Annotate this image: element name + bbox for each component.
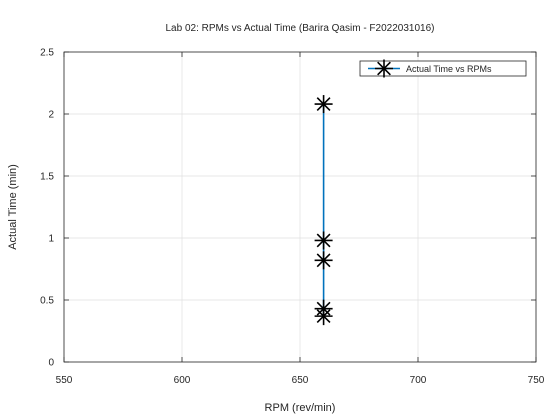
x-tick-label: 650: [292, 375, 309, 386]
y-tick-label: 1: [48, 234, 54, 245]
y-tick-label: 2: [48, 110, 54, 121]
x-axis-label: RPM (rev/min): [265, 402, 336, 414]
data-point-marker: [314, 95, 333, 114]
y-tick-label: 0.5: [40, 296, 54, 307]
data-point-marker: [314, 231, 333, 250]
series-layer: [314, 95, 333, 326]
x-tick-label: 600: [174, 375, 191, 386]
legend-marker-sample: [375, 59, 393, 78]
y-tick-label: 1.5: [40, 172, 54, 183]
y-tick-label: 2.5: [40, 48, 54, 59]
legend: Actual Time vs RPMs: [359, 59, 527, 78]
data-point-marker: [314, 251, 333, 270]
data-point-marker: [314, 307, 333, 326]
y-tick-label: 0: [48, 358, 54, 369]
x-tick-label: 700: [410, 375, 427, 386]
x-tick-label: 750: [528, 375, 545, 386]
legend-entry-label: Actual Time vs RPMs: [406, 64, 492, 74]
legend-box: [359, 60, 527, 77]
chart-title: Lab 02: RPMs vs Actual Time (Barira Qasi…: [165, 23, 434, 34]
y-axis-label: Actual Time (min): [7, 164, 19, 250]
ticks: 550 600 650 700 750 0 0.5 1 1.5 2 2.5: [40, 48, 545, 387]
x-tick-label: 550: [56, 375, 73, 386]
legend-marker-asterisk: [375, 59, 393, 78]
